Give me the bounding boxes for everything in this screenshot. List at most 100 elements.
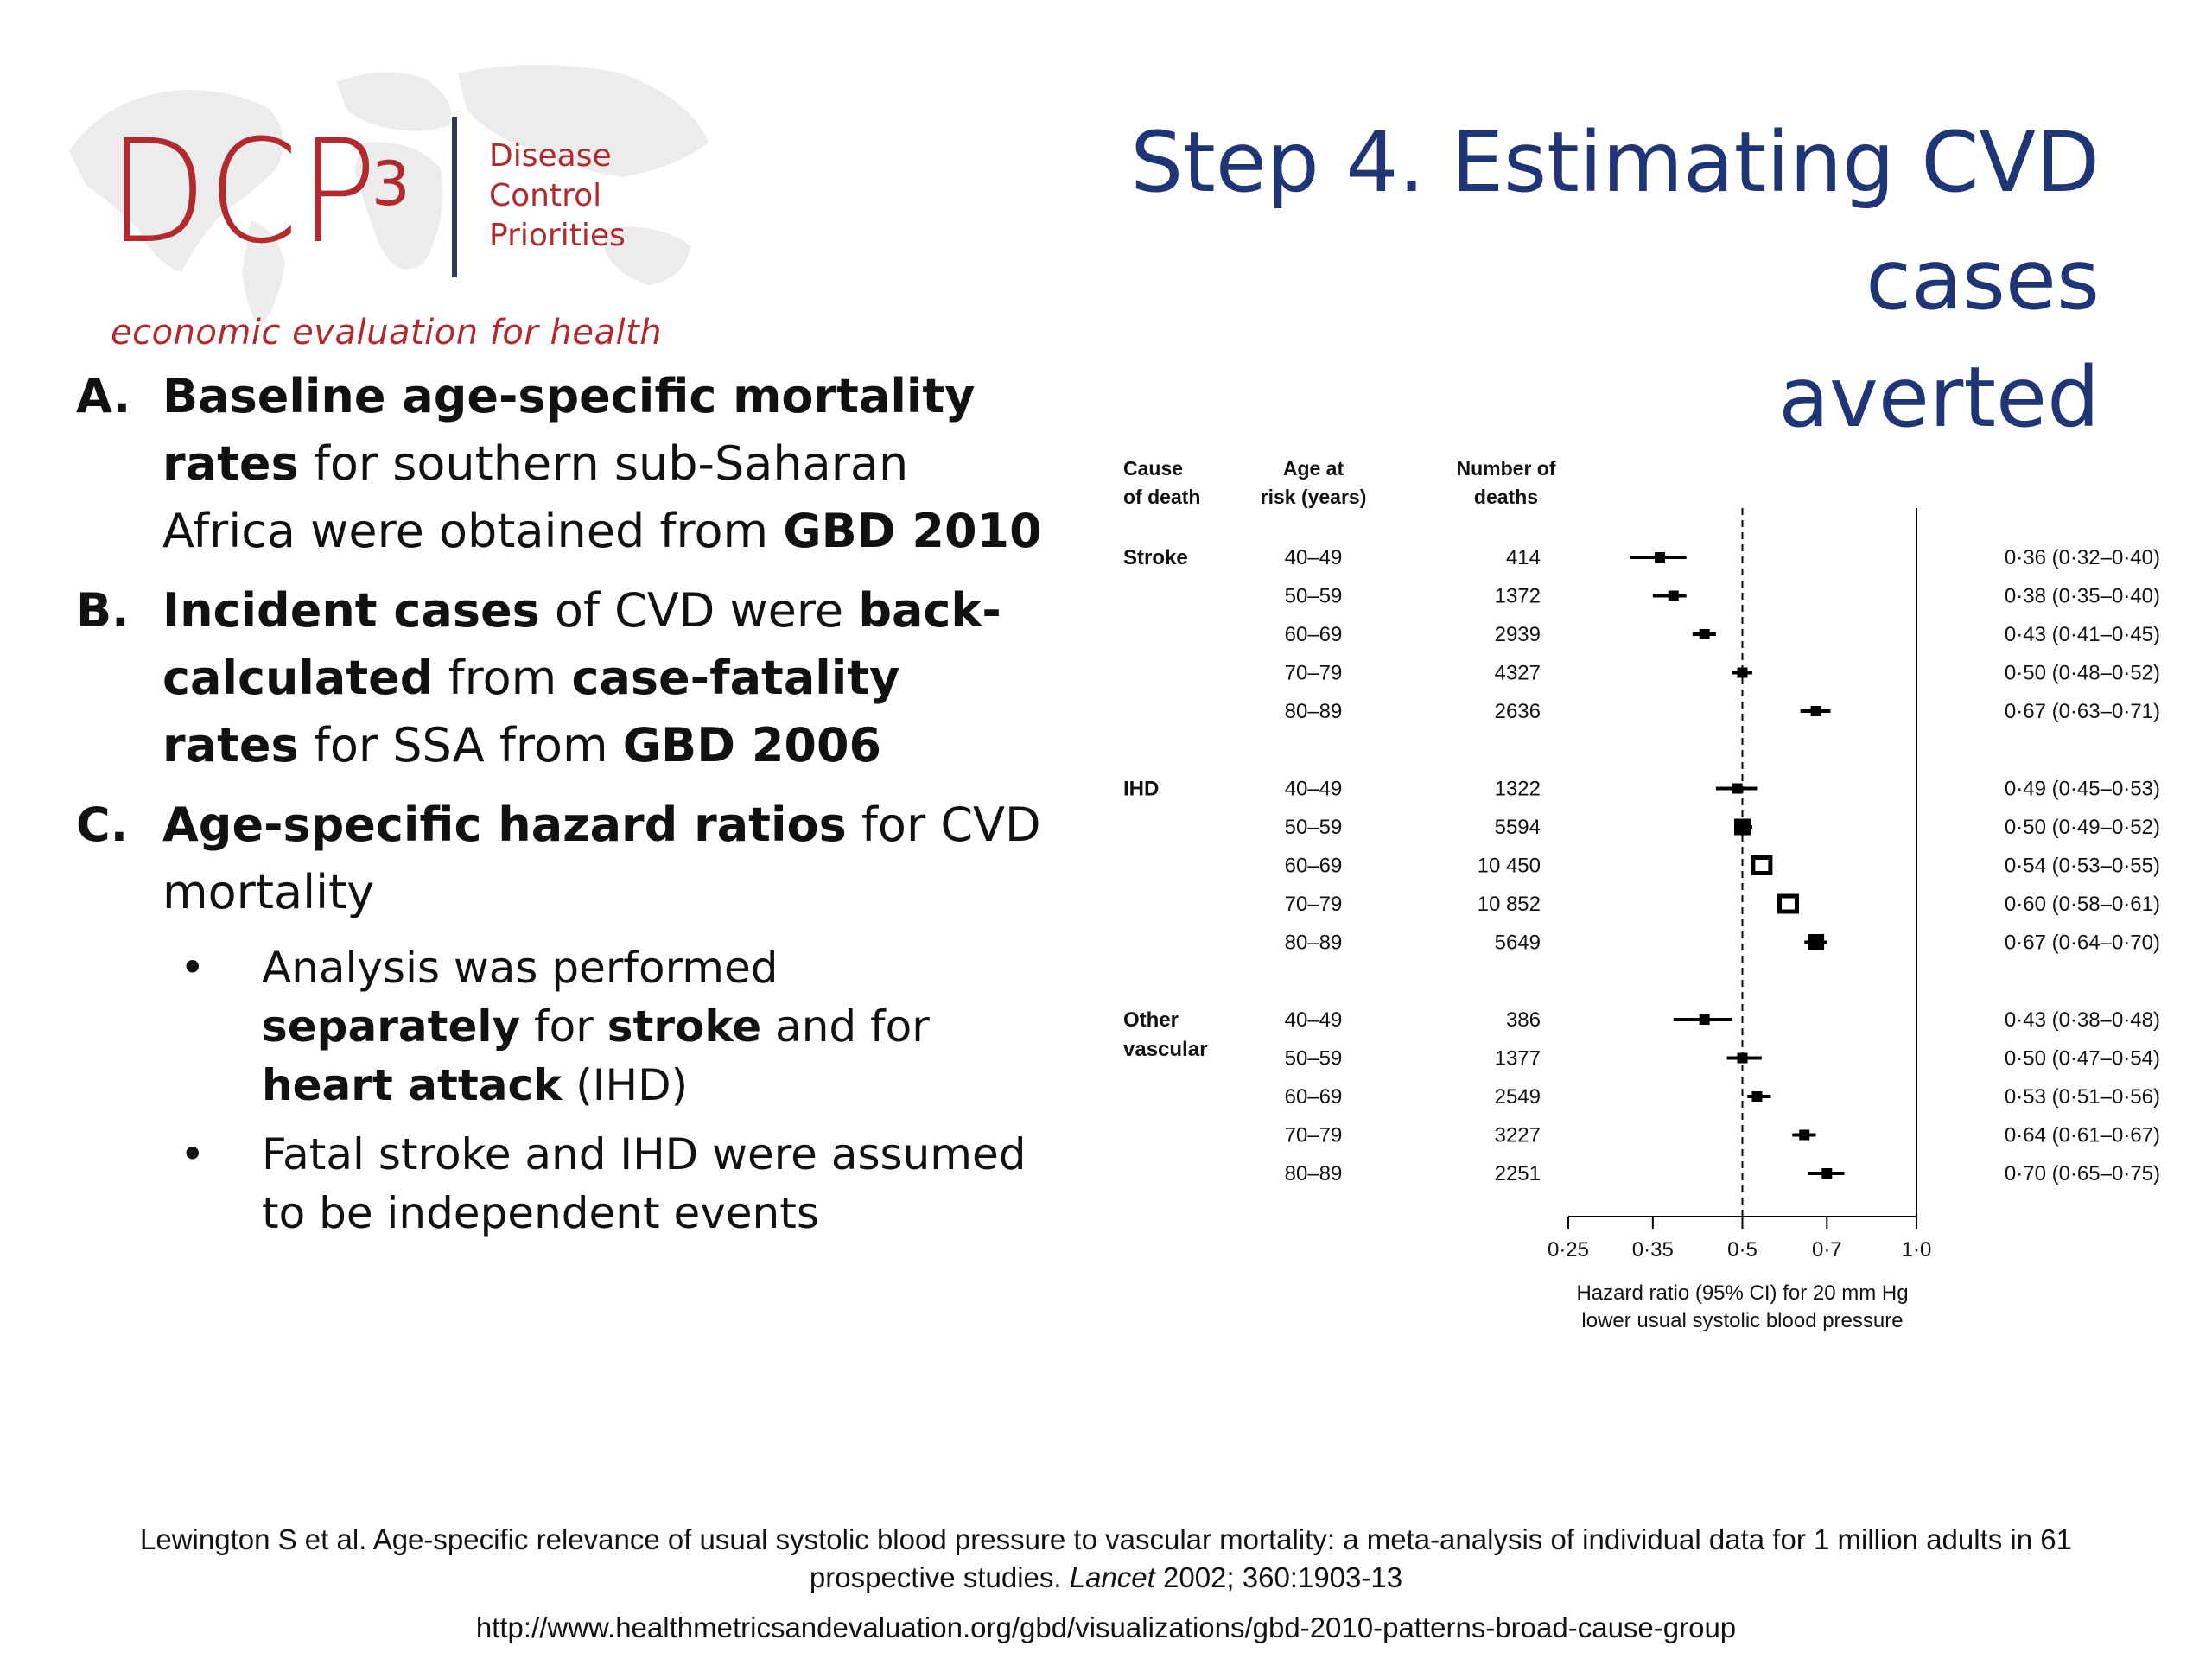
hr-marker <box>1777 893 1800 914</box>
bullet-1-bold-3: heart attack <box>262 1060 563 1110</box>
age-label: 60–69 <box>1285 855 1343 878</box>
list-item-c: C. Age-specific hazard ratios for CVD mo… <box>76 791 1044 926</box>
hr-ci-label: 0·50 (0·48–0·52) <box>2005 662 2160 685</box>
hr-ci-label: 0·38 (0·35–0·40) <box>2005 585 2160 608</box>
hr-ci-label: 0·64 (0·61–0·67) <box>2005 1124 2160 1147</box>
bullet-item: • Analysis was performed separately for … <box>76 938 1044 1115</box>
age-label: 50–59 <box>1285 585 1343 608</box>
hr-marker <box>1808 934 1825 950</box>
item-a-bold-2: GBD 2010 <box>783 504 1042 558</box>
item-b-text-2: from <box>433 651 572 705</box>
item-b-text-1: of CVD were <box>539 583 859 638</box>
item-c-text-1: for CVD mortality <box>162 798 1041 919</box>
forest-plot: Cause of death Age at risk (years) Number of… <box>1123 457 2160 1331</box>
x-tick-label: 0·35 <box>1632 1238 1674 1262</box>
header-age: Age at <box>1283 457 1344 480</box>
title-line-1: Step 4. Estimating CVD cases <box>1130 114 2100 328</box>
citation-text: Lewington S et al. Age-specific relevanc… <box>140 1523 2072 1593</box>
deaths-value: 10 450 <box>1478 855 1541 878</box>
hr-ci-label: 0·43 (0·38–0·48) <box>2005 1008 2160 1032</box>
list-marker: B. <box>76 583 130 638</box>
header-cause: of death <box>1123 486 1200 508</box>
deaths-value: 2549 <box>1495 1085 1541 1109</box>
hr-ci-label: 0·50 (0·49–0·52) <box>2005 816 2160 839</box>
title-line-2: averted <box>1778 349 2100 446</box>
hr-ci-label: 0·67 (0·64–0·70) <box>2005 931 2160 955</box>
age-label: 70–79 <box>1285 893 1343 916</box>
item-a-bold-1: Baseline age-specific mortality rates <box>162 369 976 491</box>
hr-ci-label: 0·70 (0·65–0·75) <box>2005 1162 2160 1185</box>
bullet-icon: • <box>180 943 206 993</box>
item-b-bold-3: case-fatality rates <box>162 651 900 772</box>
citation: Lewington S et al. Age-specific relevanc… <box>121 1521 2091 1597</box>
hr-marker <box>1799 1129 1810 1141</box>
age-label: 60–69 <box>1285 623 1343 646</box>
cause-label: Other <box>1123 1008 1179 1032</box>
age-label: 80–89 <box>1285 931 1343 955</box>
bullet-2-text-1: Fatal stroke and IHD were assumed to be … <box>262 1129 1027 1238</box>
cause-label: IHD <box>1123 778 1159 801</box>
age-label: 60–69 <box>1285 1085 1343 1109</box>
content-list: A. Baseline age-specific mortality rates… <box>76 363 1044 1253</box>
hr-ci-label: 0·50 (0·47–0·54) <box>2005 1047 2160 1071</box>
deaths-value: 4327 <box>1495 662 1541 685</box>
item-b-text-3: for SSA from <box>298 718 623 772</box>
header-cause: Cause <box>1123 457 1183 480</box>
age-label: 50–59 <box>1285 816 1343 839</box>
deaths-value: 3227 <box>1495 1124 1541 1147</box>
hr-ci-label: 0·49 (0·45–0·53) <box>2005 778 2160 801</box>
list-marker: C. <box>76 798 129 852</box>
item-c-bold-1: Age-specific hazard ratios <box>162 798 847 852</box>
hr-marker <box>1751 855 1773 875</box>
bullet-1-bold-2: stroke <box>607 1001 762 1052</box>
x-tick-label: 0·5 <box>1727 1238 1758 1262</box>
x-axis-title: lower usual systolic blood pressure <box>1581 1309 1903 1331</box>
hr-marker <box>1737 667 1748 678</box>
list-item-b: B. Incident cases of CVD were back-calcu… <box>76 577 1044 779</box>
item-b-bold-4: GBD 2006 <box>622 718 882 772</box>
x-tick-label: 0·25 <box>1548 1238 1589 1262</box>
logo-tagline: economic evaluation for health <box>111 313 663 353</box>
deaths-value: 5594 <box>1495 816 1541 839</box>
bullet-1-text-1: Analysis was performed <box>262 943 779 993</box>
cause-label: Stroke <box>1123 546 1188 569</box>
deaths-value: 414 <box>1506 546 1541 569</box>
hr-ci-label: 0·67 (0·63–0·71) <box>2005 700 2160 723</box>
logo-word: Priorities <box>489 218 626 253</box>
deaths-value: 1377 <box>1495 1047 1541 1071</box>
age-label: 80–89 <box>1285 1162 1343 1185</box>
hr-marker <box>1821 1168 1833 1179</box>
deaths-value: 1372 <box>1495 585 1541 608</box>
logo-brand: DCP <box>108 109 378 275</box>
item-b-bold-1: Incident cases <box>162 583 540 638</box>
hr-ci-label: 0·54 (0·53–0·55) <box>2005 855 2160 878</box>
citation-tail: 2002; 360:1903-13 <box>1154 1561 1403 1593</box>
bullet-1-text-4: (IHD) <box>562 1060 689 1110</box>
hr-ci-label: 0·36 (0·32–0·40) <box>2005 546 2160 569</box>
age-label: 70–79 <box>1285 1124 1343 1147</box>
logo-divider <box>452 117 457 277</box>
x-tick-label: 0·7 <box>1812 1238 1842 1262</box>
x-tick-label: 1·0 <box>1902 1238 1932 1262</box>
age-label: 70–79 <box>1285 662 1343 685</box>
age-label: 40–49 <box>1285 778 1343 801</box>
logo-word: Disease <box>489 138 612 174</box>
slide-title: Step 4. Estimating CVD cases averted <box>890 104 2100 456</box>
bullet-1-text-2: for <box>520 1001 607 1052</box>
hr-ci-label: 0·43 (0·41–0·45) <box>2005 623 2160 646</box>
deaths-value: 2636 <box>1495 700 1541 723</box>
deaths-value: 2939 <box>1495 623 1541 646</box>
header-deaths: Number of <box>1457 457 1556 480</box>
cause-label: vascular <box>1123 1038 1207 1061</box>
deaths-value: 5649 <box>1495 931 1541 955</box>
hr-ci-label: 0·60 (0·58–0·61) <box>2005 893 2160 916</box>
deaths-value: 10 852 <box>1478 893 1541 916</box>
logo-words: Disease Control Priorities <box>489 137 626 256</box>
list-item-a: A. Baseline age-specific mortality rates… <box>76 363 1044 565</box>
x-axis-title: Hazard ratio (95% CI) for 20 mm Hg <box>1576 1281 1908 1305</box>
hr-marker <box>1751 1091 1763 1102</box>
world-map-watermark <box>69 65 709 328</box>
source-url: http://www.healthmetricsandevaluation.or… <box>475 1611 1737 1643</box>
deaths-value: 1322 <box>1495 778 1541 801</box>
